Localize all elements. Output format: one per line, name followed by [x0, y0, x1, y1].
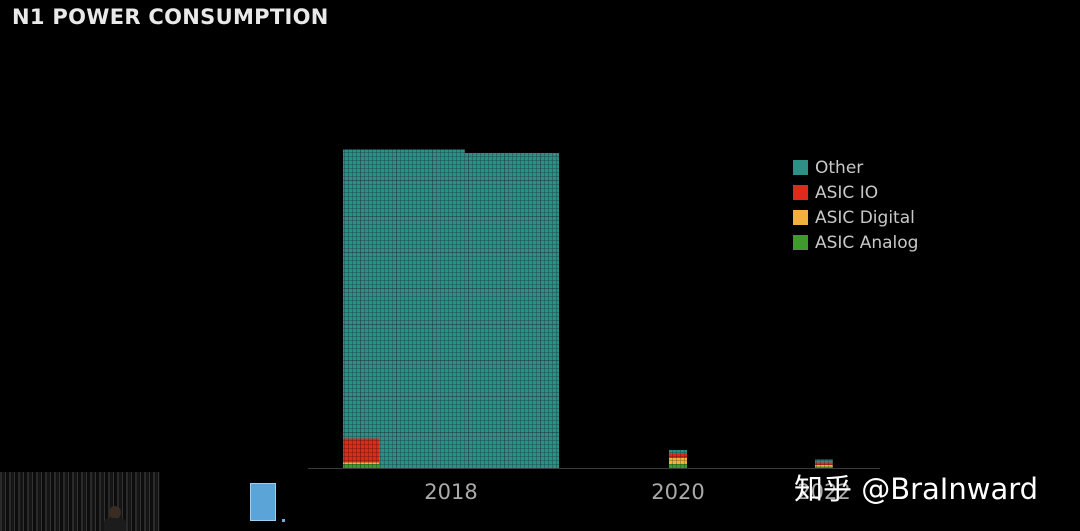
x-tick-label-2022: 2022	[797, 480, 850, 504]
legend-label-other: Other	[815, 157, 864, 178]
x-tick-label-2020: 2020	[651, 480, 704, 504]
legend-label-asic-io: ASIC IO	[815, 182, 879, 203]
speaker-body	[104, 518, 126, 531]
stage-monitor	[250, 483, 276, 521]
legend-label-asic-analog: ASIC Analog	[815, 232, 919, 253]
legend-item-asic-analog: ASIC Analog	[793, 230, 918, 255]
x-tick-label-2018: 2018	[424, 480, 477, 504]
bar-2018-top-notch	[465, 149, 559, 153]
speaker-head	[109, 506, 121, 519]
watermark: 知乎 @BraInward	[794, 472, 1039, 506]
bar-2022-cell-texture	[815, 459, 833, 468]
legend-swatch-asic-io	[793, 185, 808, 200]
stage-video-strip	[0, 472, 160, 531]
page-title: N1 POWER CONSUMPTION	[12, 5, 329, 29]
legend-swatch-asic-analog	[793, 235, 808, 250]
bar-2020-cell-texture	[669, 450, 687, 468]
legend-swatch-other	[793, 160, 808, 175]
legend-swatch-asic-digital	[793, 210, 808, 225]
stage-monitor-light	[282, 519, 285, 522]
legend: Other ASIC IO ASIC Digital ASIC Analog	[793, 155, 918, 255]
legend-item-asic-io: ASIC IO	[793, 180, 918, 205]
legend-label-asic-digital: ASIC Digital	[815, 207, 915, 228]
speaker-figure	[104, 506, 126, 531]
legend-item-asic-digital: ASIC Digital	[793, 205, 918, 230]
legend-item-other: Other	[793, 155, 918, 180]
bar-2018-block-texture	[343, 149, 559, 468]
